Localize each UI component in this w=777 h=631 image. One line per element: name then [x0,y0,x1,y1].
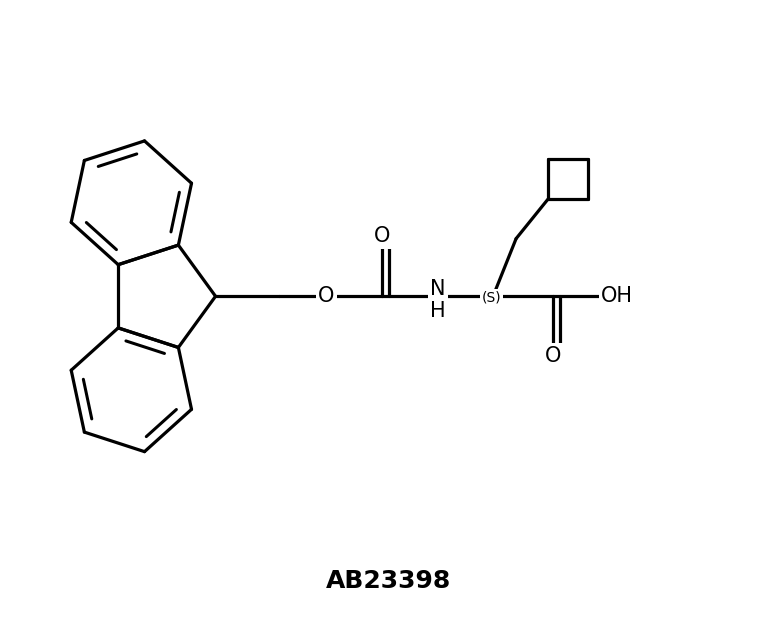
Text: N
H: N H [430,280,445,321]
Text: O: O [374,227,390,246]
Text: AB23398: AB23398 [326,569,451,593]
Text: (S): (S) [482,291,501,305]
Text: O: O [318,286,334,306]
Text: OH: OH [601,286,632,306]
Text: O: O [545,346,561,366]
